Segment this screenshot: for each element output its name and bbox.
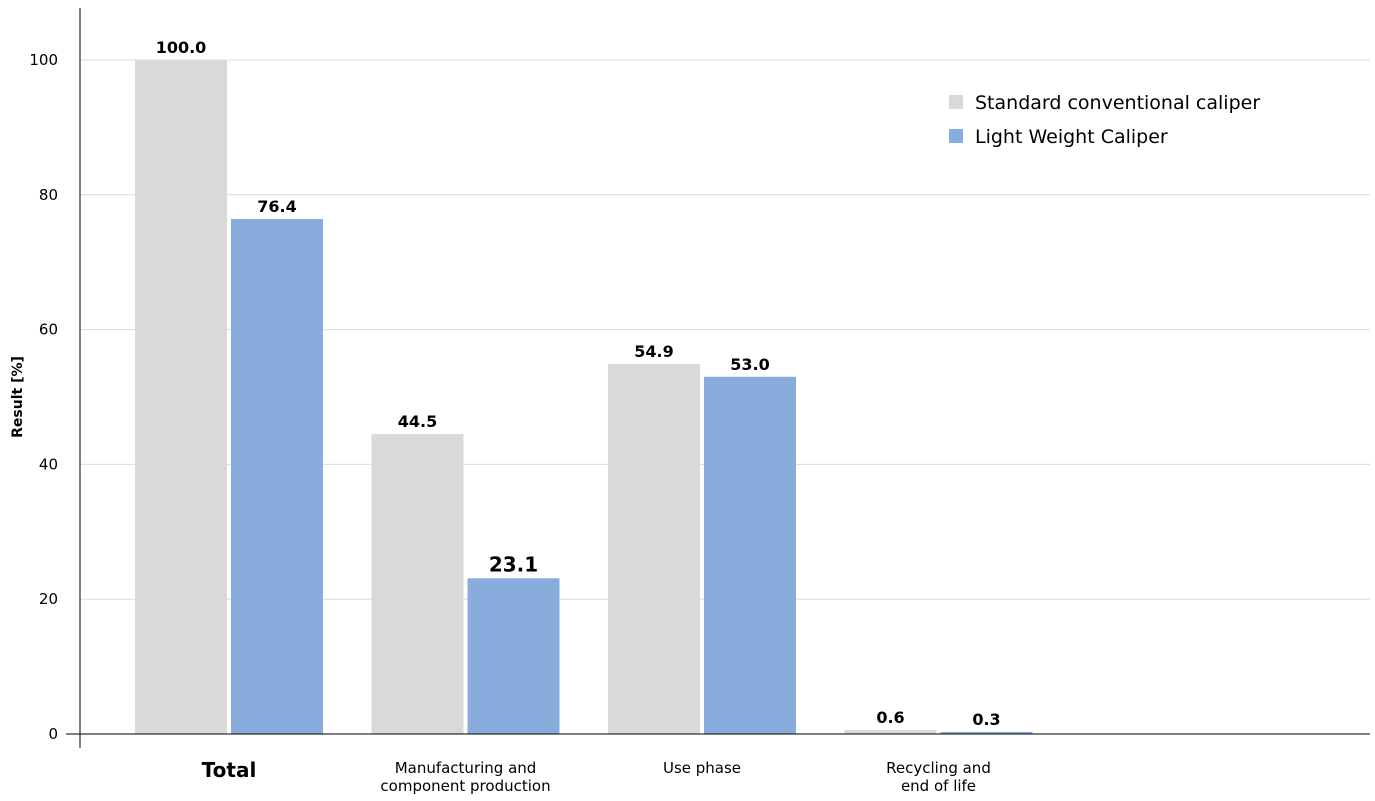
value-label: 76.4 bbox=[257, 197, 296, 216]
y-tick-label: 100 bbox=[29, 51, 58, 69]
bar bbox=[844, 729, 937, 734]
y-tick-label: 80 bbox=[39, 186, 58, 204]
bar bbox=[371, 434, 464, 734]
bar bbox=[704, 376, 796, 734]
y-tick-label: 60 bbox=[39, 321, 58, 339]
legend-label: Standard conventional caliper bbox=[975, 92, 1260, 114]
bars bbox=[135, 60, 1033, 735]
value-label: 0.6 bbox=[876, 708, 904, 727]
y-axis-label: Result [%] bbox=[10, 356, 26, 438]
category-label: Use phase bbox=[663, 759, 741, 777]
category-label: component production bbox=[380, 777, 550, 795]
y-tick-label: 20 bbox=[39, 590, 58, 608]
bar bbox=[135, 60, 227, 734]
category-label: Manufacturing and bbox=[395, 759, 537, 777]
legend: Standard conventional caliper Light Weigh… bbox=[949, 92, 1260, 148]
value-labels: 100.0 44.5 54.9 0.6 76.4 23.1 53.0 0.3 bbox=[156, 38, 1001, 729]
category-label: Total bbox=[202, 758, 257, 782]
value-label: 53.0 bbox=[730, 355, 769, 374]
value-label: 100.0 bbox=[156, 38, 207, 57]
y-tick-label: 0 bbox=[48, 725, 58, 743]
value-label: 23.1 bbox=[489, 552, 538, 576]
bar bbox=[940, 731, 1033, 734]
bar bbox=[467, 578, 560, 734]
y-tick-labels: 0 20 40 60 80 100 bbox=[29, 51, 58, 743]
bar bbox=[231, 219, 323, 735]
legend-swatch bbox=[949, 129, 963, 143]
value-label: 0.3 bbox=[972, 710, 1000, 729]
value-label: 44.5 bbox=[398, 412, 437, 431]
category-label: Recycling and bbox=[886, 759, 991, 777]
value-label: 54.9 bbox=[634, 342, 673, 361]
category-label: end of life bbox=[901, 777, 976, 795]
legend-swatch bbox=[949, 95, 963, 109]
legend-label: Light Weight Caliper bbox=[975, 126, 1168, 148]
y-tick-label: 40 bbox=[39, 455, 58, 473]
bar bbox=[608, 363, 700, 734]
axes bbox=[66, 8, 1370, 748]
